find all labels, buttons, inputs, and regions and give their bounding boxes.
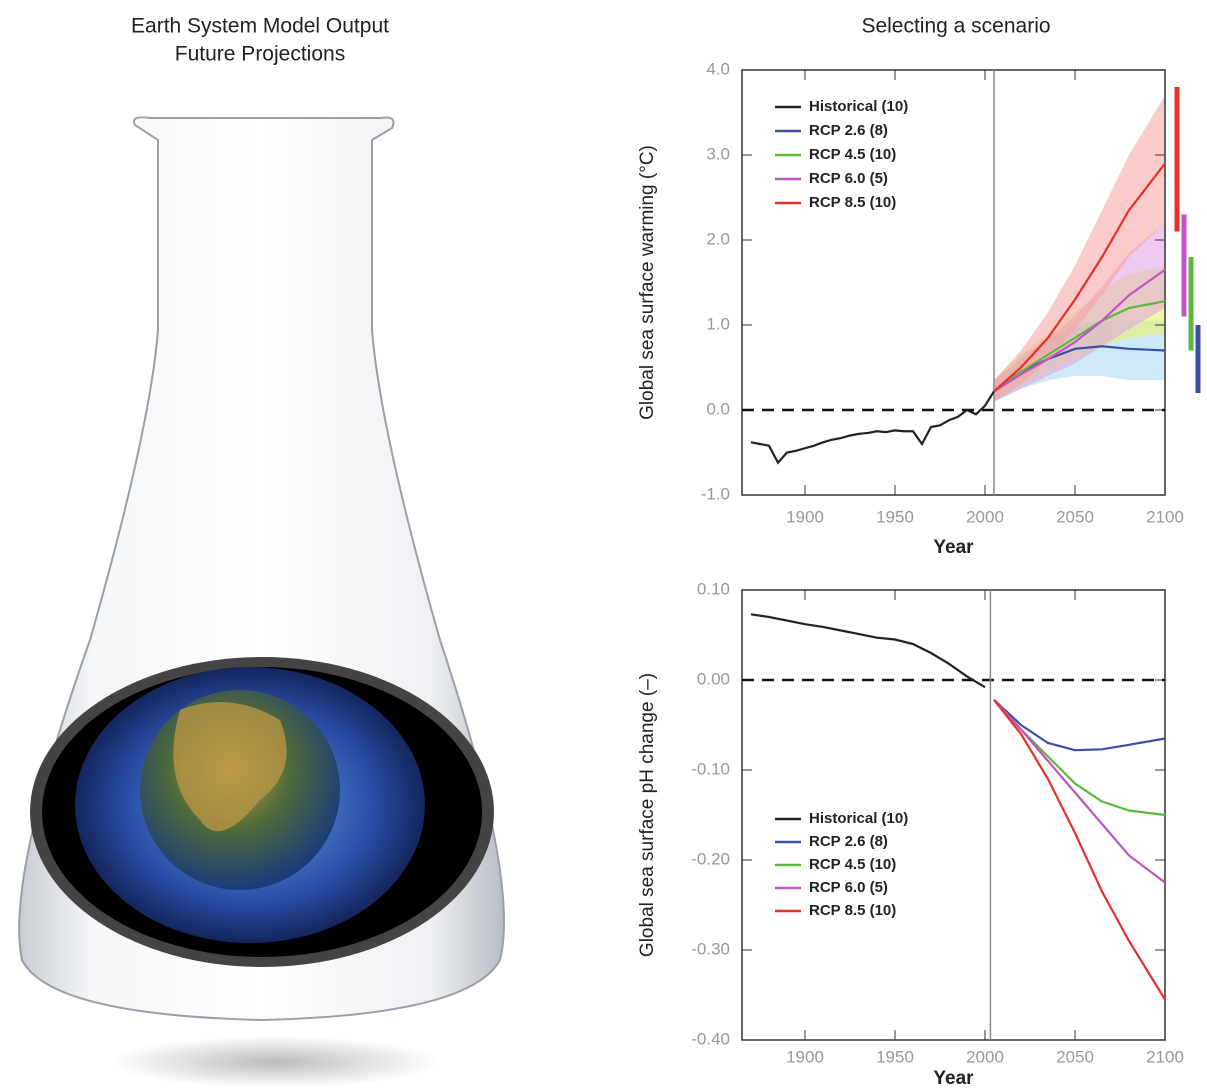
illustration-title: Earth System Model Output xyxy=(131,15,389,38)
legend-label: RCP 2.6 (8) xyxy=(809,122,888,139)
series-line xyxy=(993,699,1166,884)
legend-label: RCP 2.6 (8) xyxy=(809,833,888,850)
x-axis-label: Year xyxy=(933,537,974,558)
x-tick-label: 1900 xyxy=(786,1047,824,1066)
panel-title: Selecting a scenario xyxy=(861,15,1050,38)
series-line xyxy=(993,699,1166,1001)
legend-label: RCP 6.0 (5) xyxy=(809,879,888,896)
plot-frame xyxy=(741,589,1166,1041)
x-tick-label: 1950 xyxy=(876,507,914,526)
legend-label: RCP 8.5 (10) xyxy=(809,902,896,919)
x-tick-label: 2100 xyxy=(1146,507,1184,526)
legend-label: RCP 8.5 (10) xyxy=(809,194,896,211)
series-line xyxy=(993,162,1166,393)
x-axis-label: Year xyxy=(933,1068,974,1089)
legend-label: RCP 4.5 (10) xyxy=(809,856,896,873)
x-tick-label: 1900 xyxy=(786,507,824,526)
y-tick-label: 0.10 xyxy=(697,579,730,598)
y-tick-label: 2.0 xyxy=(706,229,730,248)
x-tick-label: 2100 xyxy=(1146,1047,1184,1066)
y-tick-label: 0.00 xyxy=(697,669,730,688)
y-tick-label: 1.0 xyxy=(706,314,730,333)
series-line xyxy=(993,300,1166,393)
flask-shadow xyxy=(110,1036,440,1088)
chart: 0.10 0.00 -0.10 -0.20 -0.30 -0.40 1900 1950 2000… xyxy=(637,579,1184,1089)
y-tick-label: -0.10 xyxy=(691,759,730,778)
series-line xyxy=(993,268,1166,393)
plot-frame xyxy=(741,69,1166,496)
y-tick-label: 4.0 xyxy=(706,59,730,78)
legend-label: RCP 4.5 (10) xyxy=(809,146,896,163)
y-tick-label: -0.20 xyxy=(691,849,730,868)
x-tick-label: 1950 xyxy=(876,1047,914,1066)
y-tick-label: 0.0 xyxy=(706,399,730,418)
series-line xyxy=(993,698,1166,752)
y-tick-label: -0.30 xyxy=(691,939,730,958)
series-line xyxy=(750,390,995,465)
illustration: Earth System Model Output Future Project… xyxy=(18,15,505,1088)
y-axis-label: Global sea surface pH change (–) xyxy=(637,673,658,957)
legend-label: Historical (10) xyxy=(809,810,908,827)
series-line xyxy=(750,613,986,689)
illustration-title: Future Projections xyxy=(175,43,345,66)
continent xyxy=(173,702,287,832)
y-tick-label: -1.0 xyxy=(701,484,730,503)
y-axis-label: Global sea surface warming (°C) xyxy=(637,145,658,420)
y-tick-label: 3.0 xyxy=(706,144,730,163)
y-tick-label: -0.40 xyxy=(691,1029,730,1048)
legend-label: RCP 6.0 (5) xyxy=(809,170,888,187)
x-tick-label: 2050 xyxy=(1056,1047,1094,1066)
x-tick-label: 2000 xyxy=(966,507,1004,526)
x-tick-label: 2050 xyxy=(1056,507,1094,526)
uncertainty-band xyxy=(994,95,1165,402)
chart: -1.0 0.0 1.0 2.0 3.0 4.0 1900 1950 2000 2050 2100 Y… xyxy=(637,59,1201,558)
legend-label: Historical (10) xyxy=(809,98,908,115)
x-tick-label: 2000 xyxy=(966,1047,1004,1066)
